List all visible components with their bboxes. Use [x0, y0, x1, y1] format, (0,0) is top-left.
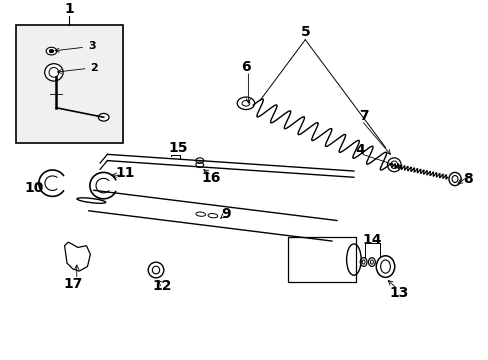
Text: 8: 8 [462, 172, 472, 186]
Text: 5: 5 [300, 25, 309, 39]
Text: 1: 1 [64, 3, 74, 17]
Text: 14: 14 [362, 233, 381, 247]
Text: 17: 17 [63, 277, 83, 291]
Text: 10: 10 [25, 181, 44, 195]
Ellipse shape [44, 64, 63, 81]
Text: 13: 13 [388, 286, 408, 300]
Circle shape [46, 47, 57, 55]
Circle shape [49, 50, 53, 53]
Text: 16: 16 [202, 171, 221, 185]
Text: 15: 15 [168, 141, 187, 156]
Text: 3: 3 [55, 41, 95, 52]
Bar [16, 25, 122, 143]
Text: 7: 7 [358, 109, 367, 123]
Text: 4: 4 [355, 143, 365, 157]
Text: 11: 11 [115, 166, 135, 180]
Text: 2: 2 [58, 63, 98, 73]
Text: 12: 12 [152, 279, 171, 293]
Text: 9: 9 [221, 207, 230, 221]
Circle shape [98, 113, 109, 121]
Bar [287, 237, 356, 282]
Text: 6: 6 [241, 60, 250, 74]
